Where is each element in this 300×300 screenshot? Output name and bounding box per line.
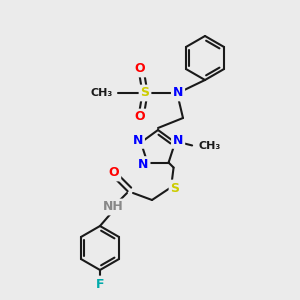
Text: O: O [109,167,119,179]
Text: S: S [140,86,149,100]
Text: O: O [135,62,145,76]
Text: N: N [133,134,143,147]
Text: N: N [138,158,148,171]
Text: O: O [135,110,145,124]
Text: CH₃: CH₃ [198,141,220,152]
Text: N: N [173,86,183,100]
Text: F: F [96,278,104,290]
Text: S: S [170,182,179,194]
Text: N: N [173,134,183,147]
Text: NH: NH [103,200,123,214]
Text: CH₃: CH₃ [91,88,113,98]
